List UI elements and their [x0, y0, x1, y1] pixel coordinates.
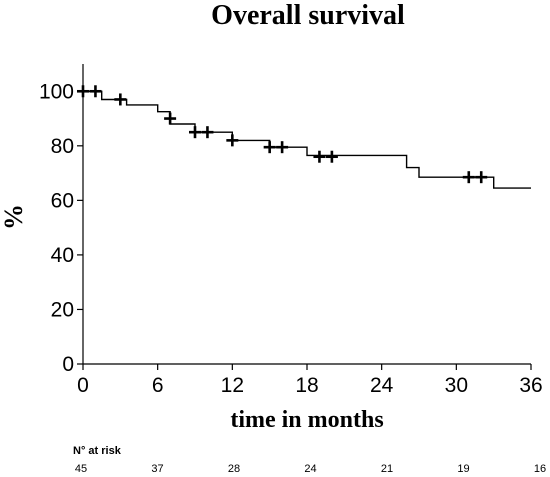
y-tick-label: 20: [51, 298, 74, 321]
y-tick-label: 100: [39, 80, 74, 103]
y-tick-label: 0: [62, 353, 74, 376]
at-risk-count: 37: [151, 463, 163, 475]
x-tick-label: 24: [370, 374, 394, 397]
at-risk-count: 16: [534, 463, 546, 475]
censor-mark: [313, 150, 326, 163]
at-risk-count: 24: [304, 463, 316, 475]
censor-mark: [226, 134, 239, 147]
censor-mark: [164, 112, 177, 125]
y-tick-label: 80: [51, 135, 74, 158]
chart-title: Overall survival: [211, 0, 405, 31]
censor-mark: [77, 85, 89, 98]
censor-mark: [89, 85, 102, 98]
y-ticks: 0 20 40 60 80 100: [39, 80, 83, 376]
censor-mark: [201, 126, 214, 139]
at-risk-count: 45: [75, 463, 87, 475]
at-risk-row: 45 37 28 24 21 19 16: [75, 463, 546, 475]
at-risk-count: 28: [228, 463, 240, 475]
censor-mark: [462, 171, 475, 184]
x-tick-label: 6: [152, 374, 164, 397]
censor-mark: [276, 141, 289, 154]
y-tick-label: 40: [51, 244, 74, 267]
censor-mark: [475, 171, 488, 184]
at-risk-title: N° at risk: [73, 445, 122, 457]
x-tick-label: 0: [77, 374, 89, 397]
y-tick-label: 60: [51, 189, 74, 212]
x-tick-label: 12: [221, 374, 244, 397]
censor-marks: [77, 85, 488, 184]
at-risk-count: 21: [381, 463, 393, 475]
survival-curve: [83, 90, 531, 189]
censor-mark: [114, 93, 127, 106]
x-tick-label: 30: [445, 374, 468, 397]
x-tick-label: 18: [295, 374, 318, 397]
censor-mark: [189, 126, 201, 139]
x-axis-label: time in months: [230, 407, 383, 433]
x-tick-label: 36: [519, 374, 542, 397]
x-ticks: 0 6 12 18 24 30 36: [77, 364, 543, 397]
plot-area: 0 20 40 60 80 100 0 6 12 18 24 30 36: [39, 64, 543, 397]
censor-mark: [263, 141, 276, 154]
y-axis-label: %: [0, 204, 28, 230]
censor-mark: [325, 150, 338, 163]
at-risk-count: 19: [457, 463, 469, 475]
